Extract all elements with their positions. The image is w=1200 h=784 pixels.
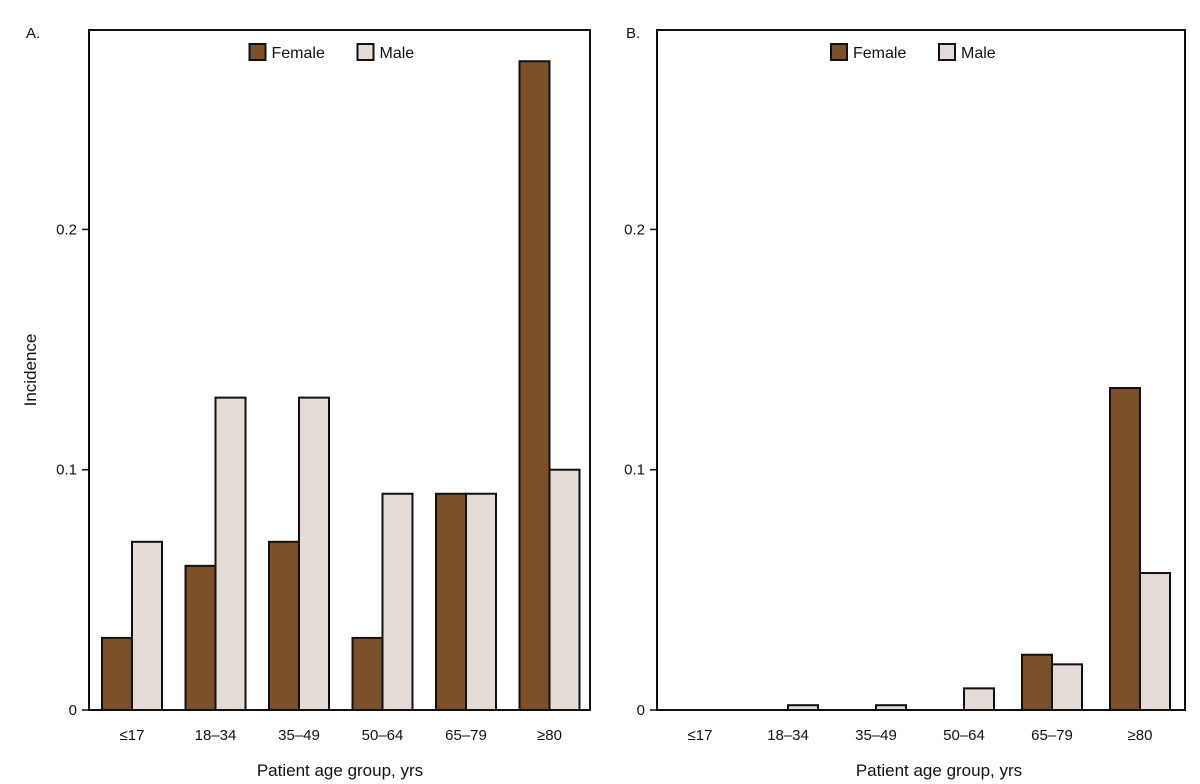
- y-tick-label: 0.2: [624, 221, 645, 238]
- bar-male-1: [787, 704, 819, 711]
- y-tick-label: 0.1: [56, 462, 77, 479]
- panel-label: A.: [26, 25, 40, 42]
- legend-swatch-male: [938, 43, 956, 61]
- bar-male-1: [214, 396, 247, 711]
- legend-label-male: Male: [380, 45, 415, 62]
- bar-male-3: [381, 492, 414, 711]
- bar-female-5: [518, 60, 551, 711]
- x-tick-label: 18–34: [195, 727, 237, 744]
- bar-male-2: [875, 704, 907, 711]
- x-tick-label: 65–79: [445, 727, 487, 744]
- bar-female-2: [268, 540, 300, 711]
- x-axis-title: Patient age group, yrs: [856, 761, 1022, 780]
- x-tick-label: ≥80: [537, 727, 562, 744]
- bar-female-1: [184, 564, 217, 711]
- y-tick-label: 0: [69, 702, 77, 719]
- plot-frame: [88, 29, 591, 711]
- x-tick-label: 50–64: [943, 727, 985, 744]
- x-tick-label: 50–64: [362, 727, 404, 744]
- x-tick-label: ≤17: [688, 727, 713, 744]
- legend-swatch-female: [248, 43, 267, 61]
- bar-female-5: [1109, 387, 1141, 711]
- x-axis-title: Patient age group, yrs: [257, 761, 423, 780]
- x-tick-label: 35–49: [278, 727, 320, 744]
- plot-frame: [656, 29, 1186, 711]
- chart-panel-a: A. 0 0.1 0.2 ≤17 18–34 35–49 50–64 65–79 ≥80 Patie…: [21, 25, 591, 780]
- bar-female-4: [1021, 653, 1053, 712]
- bar-male-0: [131, 540, 163, 711]
- legend-swatch-male: [356, 43, 375, 61]
- legend-label-female: Female: [272, 45, 325, 62]
- bar-female-3: [351, 636, 384, 712]
- legend: Female Male: [830, 43, 996, 62]
- y-tick-label: 0.2: [56, 221, 77, 238]
- bar-female-0: [101, 636, 133, 712]
- legend-label-male: Male: [961, 45, 996, 62]
- bar-male-4: [1051, 663, 1083, 712]
- x-tick-label: 18–34: [767, 727, 809, 744]
- bar-male-5: [1139, 572, 1171, 712]
- y-tick-label: 0: [637, 702, 645, 719]
- x-tick-label: ≥80: [1128, 727, 1153, 744]
- panel-label: B.: [626, 25, 640, 42]
- legend-swatch-female: [830, 43, 848, 61]
- legend-label-female: Female: [853, 45, 906, 62]
- bar-male-5: [548, 468, 581, 711]
- x-tick-label: ≤17: [120, 727, 145, 744]
- bar-male-3: [963, 687, 995, 712]
- bar-female-4: [435, 492, 467, 711]
- chart-panel-b: B. 0 0.1 0.2 ≤17 18–34 35–49 50–64 65–79 ≥80 Patie…: [624, 25, 1186, 780]
- legend: Female Male: [248, 43, 415, 62]
- bar-male-2: [298, 396, 330, 711]
- bar-male-4: [465, 492, 497, 711]
- x-tick-label: 35–49: [855, 727, 897, 744]
- y-tick-label: 0.1: [624, 462, 645, 479]
- x-tick-label: 65–79: [1031, 727, 1073, 744]
- y-axis-title: Incidence: [21, 334, 40, 407]
